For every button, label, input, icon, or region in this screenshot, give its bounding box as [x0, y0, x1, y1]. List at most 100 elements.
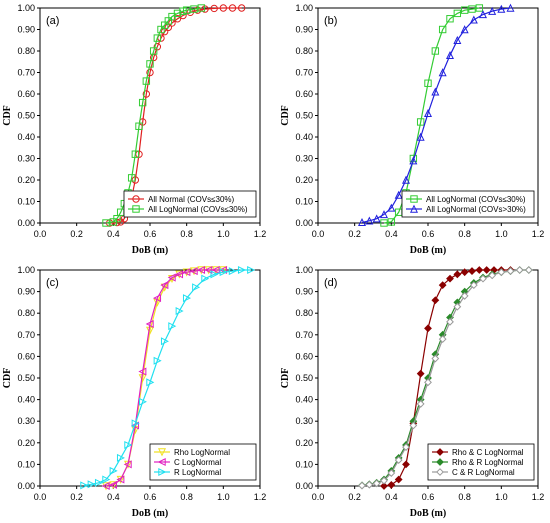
series-line: [83, 269, 251, 486]
x-tick-label: 1.0: [495, 229, 508, 239]
data-point: [482, 266, 491, 274]
data-point: [438, 25, 447, 34]
data-point: [424, 79, 432, 87]
y-tick-label: 0.60: [295, 89, 313, 99]
data-point: [515, 266, 524, 274]
legend-marker: [132, 205, 140, 213]
data-point: [228, 4, 237, 12]
y-tick-label: 1.00: [17, 265, 35, 275]
data-point: [210, 270, 219, 279]
data-point: [409, 156, 418, 165]
series-line: [105, 269, 224, 487]
data-point: [149, 47, 158, 55]
legend-label: Rho & R LogNormal: [452, 458, 524, 467]
y-axis-label: CDF: [2, 368, 13, 389]
data-point: [416, 118, 425, 126]
data-point: [153, 294, 162, 303]
data-point: [453, 302, 462, 311]
data-point: [357, 218, 367, 227]
y-tick-label: 0.30: [17, 154, 35, 164]
data-point: [237, 4, 246, 12]
y-tick-label: 0.40: [17, 395, 35, 405]
data-point: [138, 98, 147, 107]
x-axis-label: DoB (m): [132, 245, 168, 256]
chart-panel-4: 0.00 0.10 0.20 0.30 0.40 0.50 0.60 0.70 0.80 0.90…: [280, 265, 544, 519]
y-tick-label: 0.10: [17, 459, 35, 469]
data-point: [160, 337, 169, 346]
y-tick-label: 0.00: [295, 218, 313, 228]
data-point: [394, 190, 403, 199]
data-point: [446, 15, 454, 23]
data-point: [197, 4, 206, 12]
data-point: [497, 4, 506, 13]
y-tick-label: 0.80: [295, 46, 313, 56]
data-point: [445, 50, 455, 59]
y-tick-label: 0.90: [295, 25, 313, 35]
legend-box: [123, 190, 257, 218]
data-point: [131, 150, 140, 158]
y-tick-label: 0.80: [295, 308, 313, 318]
x-tick-label: 0.0: [34, 492, 47, 502]
y-tick-label: 0.50: [295, 111, 313, 121]
data-point: [173, 9, 182, 18]
data-point: [116, 453, 125, 462]
data-point: [424, 324, 432, 333]
data-point: [182, 294, 191, 303]
y-tick-label: 0.10: [17, 197, 35, 207]
data-point: [219, 4, 228, 12]
data-point: [146, 68, 154, 77]
y-tick-label: 0.10: [295, 197, 313, 207]
data-point: [109, 466, 118, 475]
y-tick-label: 0.40: [295, 132, 313, 142]
data-point: [460, 268, 469, 277]
data-point: [87, 480, 96, 489]
data-point: [431, 87, 440, 96]
data-point: [402, 443, 410, 452]
legend-label: C & R LogNormal: [452, 468, 515, 477]
legend-label: All LogNormal (COVs>30%): [426, 205, 526, 214]
data-point: [438, 335, 447, 344]
data-point: [175, 307, 184, 316]
data-point: [446, 317, 454, 326]
legend-label: Rho & C LogNormal: [452, 448, 524, 457]
y-tick-label: 1.00: [295, 3, 313, 13]
data-point: [460, 292, 469, 300]
data-point: [102, 475, 111, 484]
y-tick-label: 0.30: [295, 416, 313, 426]
data-point: [109, 480, 118, 489]
data-point: [478, 10, 488, 19]
data-point: [153, 356, 162, 365]
x-tick-label: 1.0: [217, 492, 230, 502]
data-point: [380, 476, 388, 485]
x-tick-label: 0.6: [144, 492, 157, 502]
series-1: [380, 266, 515, 490]
y-tick-label: 0.40: [295, 395, 313, 405]
x-tick-label: 0.8: [458, 492, 471, 502]
data-point: [138, 397, 147, 406]
y-tick-label: 0.90: [295, 287, 313, 297]
x-tick-label: 1.2: [254, 229, 267, 239]
y-tick-label: 0.20: [17, 438, 35, 448]
data-point: [438, 68, 447, 77]
data-point: [453, 9, 462, 18]
data-point: [358, 481, 366, 490]
data-point: [431, 47, 440, 55]
y-tick-label: 0.00: [295, 481, 313, 491]
legend-marker: [157, 457, 166, 467]
data-point: [387, 469, 396, 477]
y-tick-label: 0.70: [295, 330, 313, 340]
x-tick-label: 0.2: [70, 229, 83, 239]
data-point: [424, 378, 432, 387]
x-tick-label: 0.0: [312, 492, 325, 502]
data-point: [401, 175, 411, 184]
data-point: [135, 122, 143, 130]
series-2: [102, 4, 206, 227]
y-tick-label: 0.00: [17, 481, 35, 491]
y-tick-label: 1.00: [295, 265, 313, 275]
x-tick-label: 0.0: [312, 229, 325, 239]
x-tick-label: 1.0: [217, 229, 230, 239]
y-tick-label: 0.10: [295, 459, 313, 469]
legend-label: All LogNormal (COVs≤30%): [148, 205, 248, 214]
